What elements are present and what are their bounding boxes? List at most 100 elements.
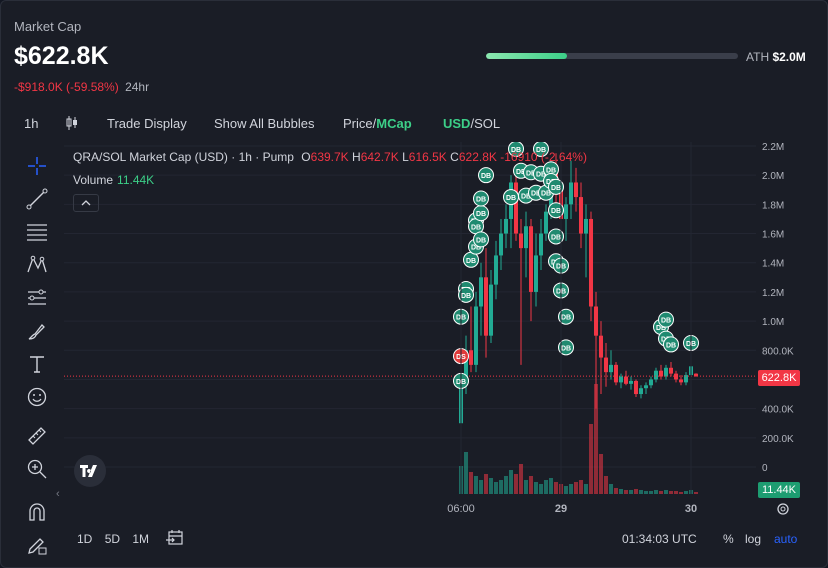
volume-bar (544, 480, 548, 494)
collapse-toolbar-icon[interactable]: ‹ (56, 488, 60, 500)
bubble-label: DB (536, 172, 546, 179)
candle-body (494, 255, 498, 285)
bubble-circle (533, 142, 549, 157)
volume-bar (524, 480, 528, 494)
brush-tool[interactable] (22, 319, 52, 343)
candle-body (644, 385, 648, 389)
market-cap-title: Market Cap (14, 19, 82, 34)
change-value: -16910 (-2.64%) (500, 150, 587, 164)
percent-scale-button[interactable]: % (723, 532, 734, 546)
volume-bar (529, 476, 533, 494)
axis-settings-button[interactable] (776, 502, 790, 521)
candle-body (534, 255, 538, 292)
bubble-label: DB (471, 224, 481, 231)
dev-buy-bubble: DB (478, 167, 494, 184)
candle-body (474, 306, 478, 365)
separator: / (372, 116, 377, 131)
bubble-label: DB (476, 211, 486, 218)
volume-bar (509, 470, 513, 494)
candle-body (624, 376, 628, 384)
candle-body (499, 233, 503, 256)
prediction-tool[interactable] (22, 286, 52, 310)
volume-bar (479, 480, 483, 494)
volume-bar (604, 476, 608, 494)
candle-body (604, 357, 608, 373)
zoom-tool[interactable] (22, 457, 52, 481)
y-tick-label: 0 (762, 463, 768, 474)
crosshair-tool[interactable] (22, 154, 52, 178)
volume-value: 11.44K (117, 173, 155, 187)
bubble-label: DB (656, 325, 666, 332)
candle-body (599, 335, 603, 358)
volume-bar (679, 492, 683, 494)
volume-bar (489, 478, 493, 494)
x-tick-label: 06:00 (447, 503, 475, 515)
candle-body (479, 277, 483, 307)
tradingview-logo[interactable] (74, 455, 106, 487)
collapse-legend-button[interactable] (73, 194, 99, 212)
candle-body (469, 350, 473, 365)
candle-type-button[interactable] (65, 115, 79, 134)
volume-bar (659, 491, 663, 494)
sol-option: SOL (474, 116, 501, 131)
chart-canvas[interactable]: DSDBDBDBDBDBDBDBDBDBDBDBDBDBDBDBDBDBDBDB… (64, 142, 756, 494)
high-label: H (352, 150, 361, 164)
high-value: 642.7K (360, 150, 399, 164)
volume-bar (639, 490, 643, 494)
ath-label-text: ATH (746, 50, 770, 64)
candle-body (649, 379, 653, 386)
interval-button[interactable]: 1h (24, 116, 39, 131)
volume-bar (599, 454, 603, 494)
volume-bar (644, 491, 648, 494)
fib-tool[interactable] (22, 220, 52, 244)
candle-body (519, 233, 523, 249)
bubble-circle (548, 202, 564, 219)
lock-drawings-tool[interactable] (22, 533, 52, 557)
ruler-tool[interactable] (22, 424, 52, 448)
close-label: C (450, 150, 459, 164)
volume-bar (514, 474, 518, 494)
go-to-date-button[interactable] (166, 530, 184, 551)
emoji-tool[interactable] (22, 385, 52, 409)
range-1m-button[interactable]: 1M (132, 532, 150, 546)
candle-body (564, 204, 568, 219)
candle-body (514, 182, 518, 234)
volume-bar (614, 488, 618, 494)
bubble-label: DB (536, 147, 546, 154)
candle-body (589, 218, 593, 307)
tradingview-logo-icon (80, 465, 97, 477)
text-icon (30, 356, 44, 373)
show-bubbles-button[interactable]: Show All Bubbles (214, 116, 315, 131)
y-tick-label: 1.2M (762, 288, 784, 299)
trend-line-tool[interactable] (22, 187, 52, 211)
bubble-circle (473, 231, 489, 248)
time-axis[interactable]: 06:00 29 30 (64, 494, 756, 520)
candle-body (464, 350, 468, 380)
range-1d-button[interactable]: 1D (77, 532, 93, 546)
range-5d-button[interactable]: 5D (104, 532, 121, 546)
last-volume-label: 11.44K (758, 482, 800, 498)
trade-display-button[interactable]: Trade Display (107, 116, 187, 131)
pattern-tool[interactable] (22, 253, 52, 277)
auto-scale-button[interactable]: auto (774, 532, 798, 546)
dev-buy-bubble: DB (473, 231, 489, 248)
volume-bar (669, 491, 673, 494)
usd-sol-toggle[interactable]: USD/SOL (443, 116, 500, 131)
dev-buy-bubble: DB (548, 202, 564, 219)
utc-clock[interactable]: 01:34:03 UTC (622, 532, 697, 546)
candle-body (614, 364, 618, 383)
price-mcap-toggle[interactable]: Price/MCap (343, 116, 412, 131)
price-axis[interactable]: 2.2M2.0M1.8M1.6M1.4M1.2M1.0M800.0K600.0K… (756, 142, 816, 494)
crosshair-icon (28, 157, 46, 175)
bubble-circle (478, 167, 494, 184)
volume-bar (634, 489, 638, 494)
bubble-circle (558, 339, 574, 356)
log-scale-button[interactable]: log (745, 532, 762, 546)
bubble-label: DB (476, 197, 486, 204)
magnet-tool[interactable] (22, 500, 52, 524)
volume-bar (484, 474, 488, 494)
bubble-label: DB (551, 234, 561, 241)
volume-bar (674, 491, 678, 494)
text-tool[interactable] (22, 352, 52, 376)
